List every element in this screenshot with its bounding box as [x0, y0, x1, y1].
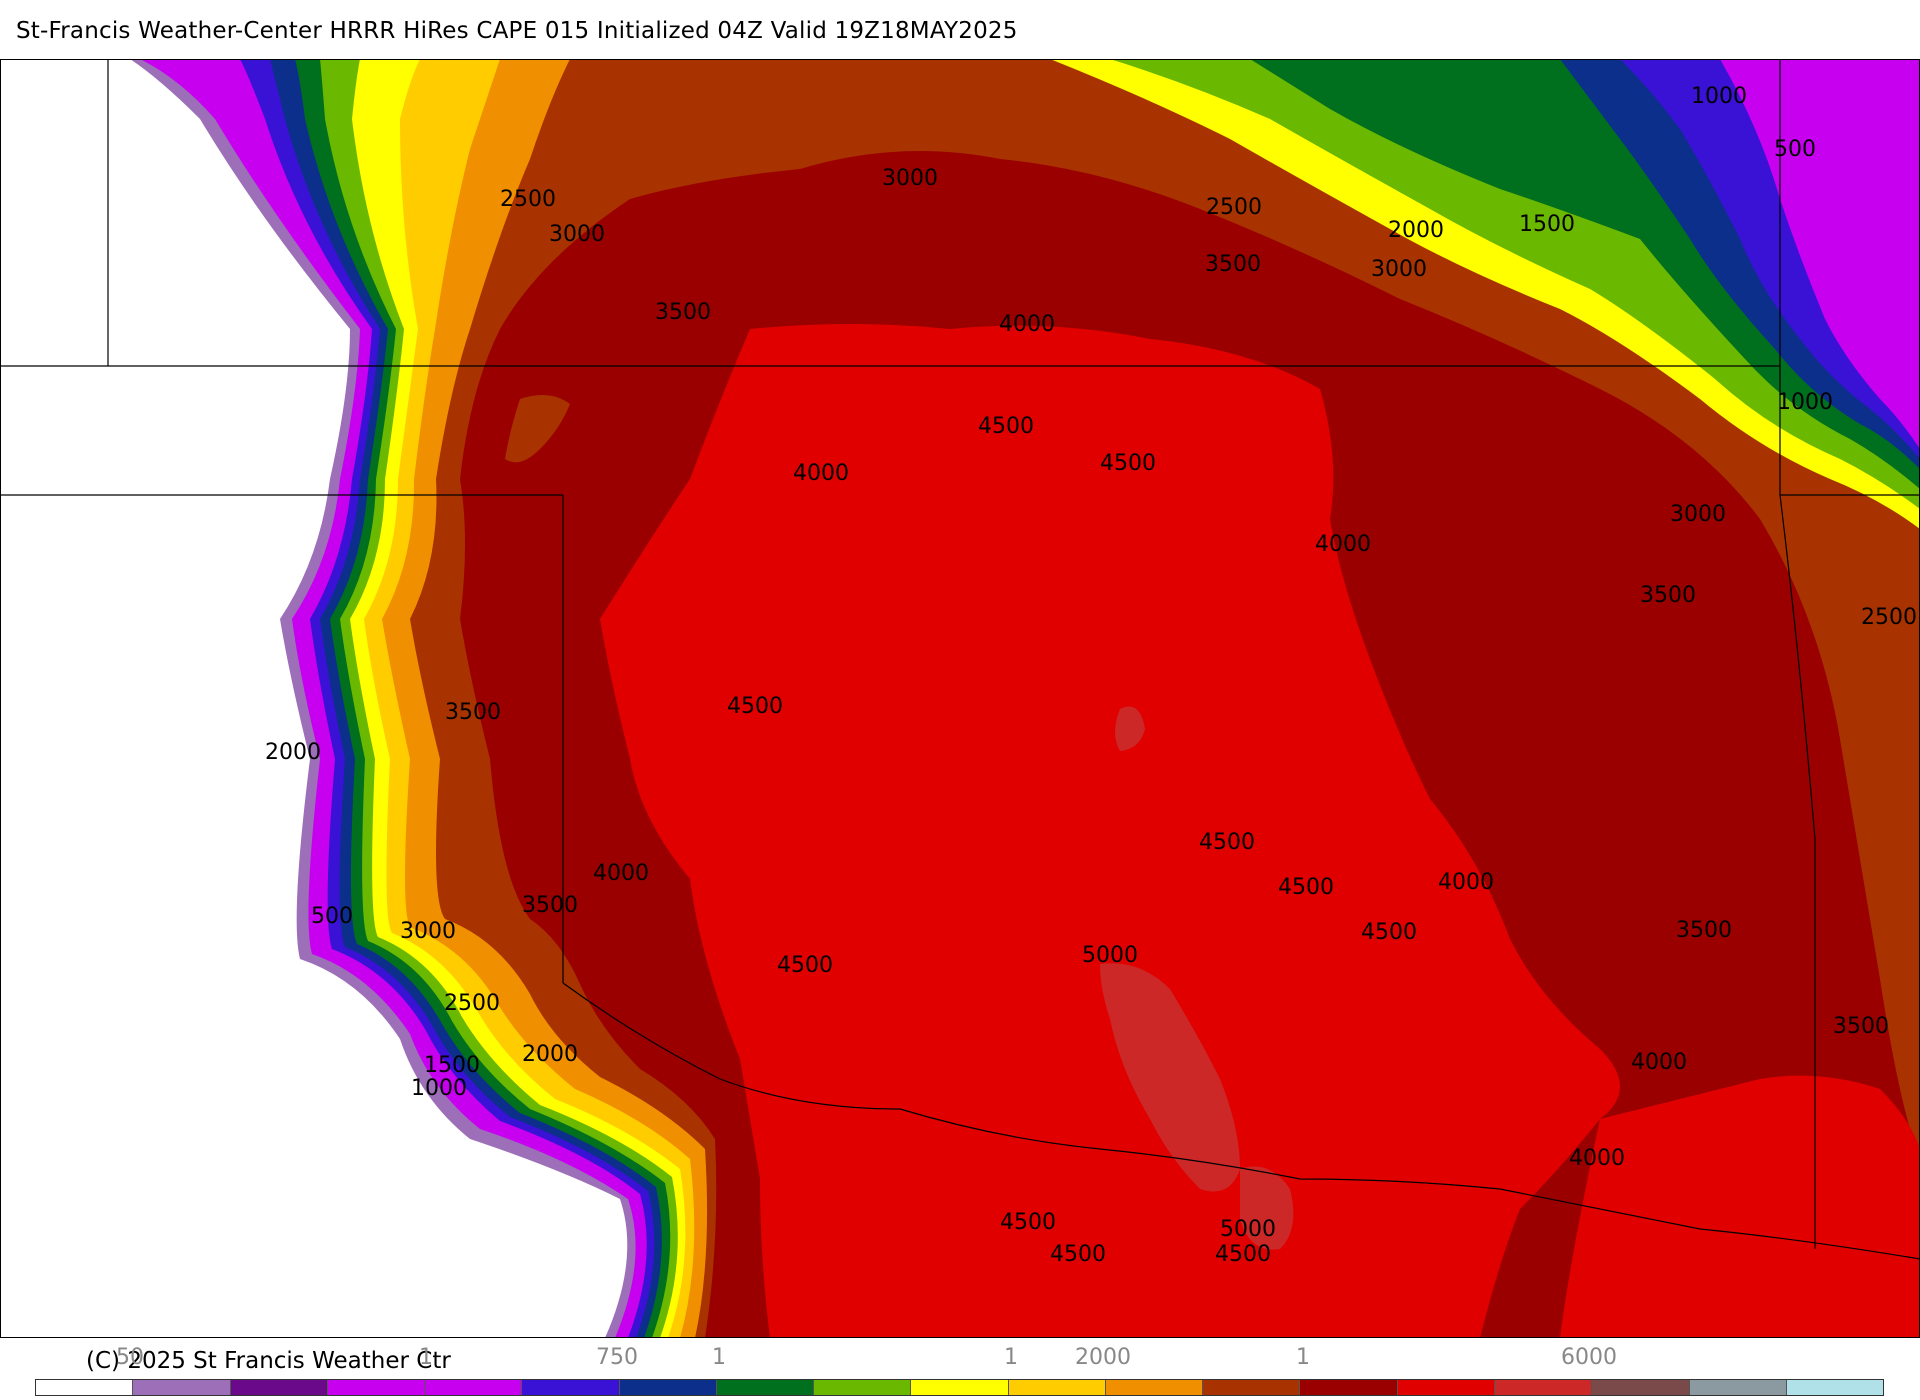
contour-label: 1000 [411, 1076, 467, 1101]
colorbar-cell [911, 1380, 1009, 1395]
contour-label: 3500 [1205, 252, 1261, 277]
cape-colorbar [35, 1379, 1884, 1396]
state-borders [0, 59, 1920, 1260]
colorbar-cell [716, 1380, 815, 1395]
contour-label: 4500 [1000, 1210, 1056, 1235]
cape-band-3500-island [505, 395, 570, 463]
cape-band-5000-south [1240, 1166, 1294, 1250]
contour-label: 4500 [727, 694, 783, 719]
cape-band-5000-spot [1115, 706, 1145, 751]
contour-label: 5000 [1220, 1217, 1276, 1242]
contour-label: 1500 [424, 1053, 480, 1078]
contour-label: 3500 [655, 300, 711, 325]
cape-map[interactable]: 1000 500 1500 2000 2500 2500 3000 3000 3… [0, 59, 1920, 1338]
colorbar-tick: 2000 [1075, 1345, 1131, 1370]
contour-label: 1000 [1691, 84, 1747, 109]
colorbar-cell [1689, 1380, 1787, 1395]
contour-labels: 1000 500 1500 2000 2500 2500 3000 3000 3… [265, 84, 1917, 1267]
contour-label: 4500 [1361, 920, 1417, 945]
contour-label: 3000 [882, 166, 938, 191]
contour-label: 3500 [445, 700, 501, 725]
colorbar-cell [1300, 1380, 1398, 1395]
contour-label: 2000 [1388, 218, 1444, 243]
cape-band-4500-se [1560, 1075, 1920, 1338]
map-title: St-Francis Weather-Center HRRR HiRes CAP… [16, 18, 1018, 44]
contour-label: 4000 [1631, 1050, 1687, 1075]
cape-band-4500 [600, 324, 1620, 1338]
colorbar-cell [1105, 1380, 1204, 1395]
contour-label: 4000 [1569, 1146, 1625, 1171]
contour-label: 500 [311, 904, 353, 929]
contour-label: 4500 [1050, 1242, 1106, 1267]
colorbar-cell [327, 1380, 426, 1395]
contour-label: 2000 [522, 1042, 578, 1067]
colorbar-cell [522, 1380, 620, 1395]
contour-label: 4000 [1438, 870, 1494, 895]
cape-band-5000 [1100, 963, 1240, 1192]
contour-label: 3000 [1670, 502, 1726, 527]
contour-label: 5000 [1082, 943, 1138, 968]
colorbar-tick: 1 [1296, 1345, 1310, 1370]
colorbar-tick: 1 [419, 1345, 433, 1370]
colorbar-cell [1203, 1380, 1301, 1395]
colorbar-cell [1397, 1380, 1495, 1395]
colorbar-cell [1008, 1380, 1106, 1395]
colorbar-cell [230, 1380, 328, 1395]
contour-label: 3500 [522, 893, 578, 918]
contour-label: 1500 [1519, 212, 1575, 237]
cape-map-canvas: 1000 500 1500 2000 2500 2500 3000 3000 3… [0, 59, 1920, 1338]
contour-label: 2000 [265, 740, 321, 765]
contour-label: 4000 [793, 461, 849, 486]
contour-label: 4500 [1100, 451, 1156, 476]
colorbar-cell [425, 1380, 523, 1395]
contour-label: 3500 [1676, 918, 1732, 943]
cape-ne-band-1000 [1720, 59, 1920, 449]
colorbar-cell [619, 1380, 717, 1395]
contour-label: 500 [1774, 137, 1816, 162]
contour-label: 4000 [1315, 532, 1371, 557]
colorbar-tick: 6000 [1561, 1345, 1617, 1370]
contour-label: 2500 [1861, 605, 1917, 630]
colorbar-tick: 1 [712, 1345, 726, 1370]
colorbar-cell [36, 1380, 134, 1395]
colorbar-tick: 750 [596, 1345, 638, 1370]
contour-label: 3000 [1371, 257, 1427, 282]
contour-label: 3000 [400, 919, 456, 944]
contour-label: 4000 [999, 312, 1055, 337]
contour-label: 4500 [1199, 830, 1255, 855]
contour-label: 4000 [593, 861, 649, 886]
colorbar-cell [1494, 1380, 1593, 1395]
colorbar-cell [814, 1380, 912, 1395]
contour-label: 1000 [1777, 390, 1833, 415]
colorbar-cell [1786, 1380, 1884, 1395]
colorbar-tick: 50 [116, 1345, 144, 1370]
colorbar-cell [1592, 1380, 1690, 1395]
contour-label: 3500 [1833, 1014, 1889, 1039]
contour-label: 2500 [500, 187, 556, 212]
contour-label: 2500 [444, 991, 500, 1016]
contour-label: 3000 [549, 222, 605, 247]
contour-label: 3500 [1640, 583, 1696, 608]
contour-label: 4500 [1215, 1242, 1271, 1267]
colorbar-tick: 1 [1004, 1345, 1018, 1370]
contour-label: 2500 [1206, 195, 1262, 220]
copyright-text: (C) 2025 St Francis Weather Ctr [86, 1348, 451, 1374]
contour-label: 4500 [978, 414, 1034, 439]
colorbar-cell [133, 1380, 231, 1395]
contour-label: 4500 [777, 953, 833, 978]
contour-label: 4500 [1278, 875, 1334, 900]
